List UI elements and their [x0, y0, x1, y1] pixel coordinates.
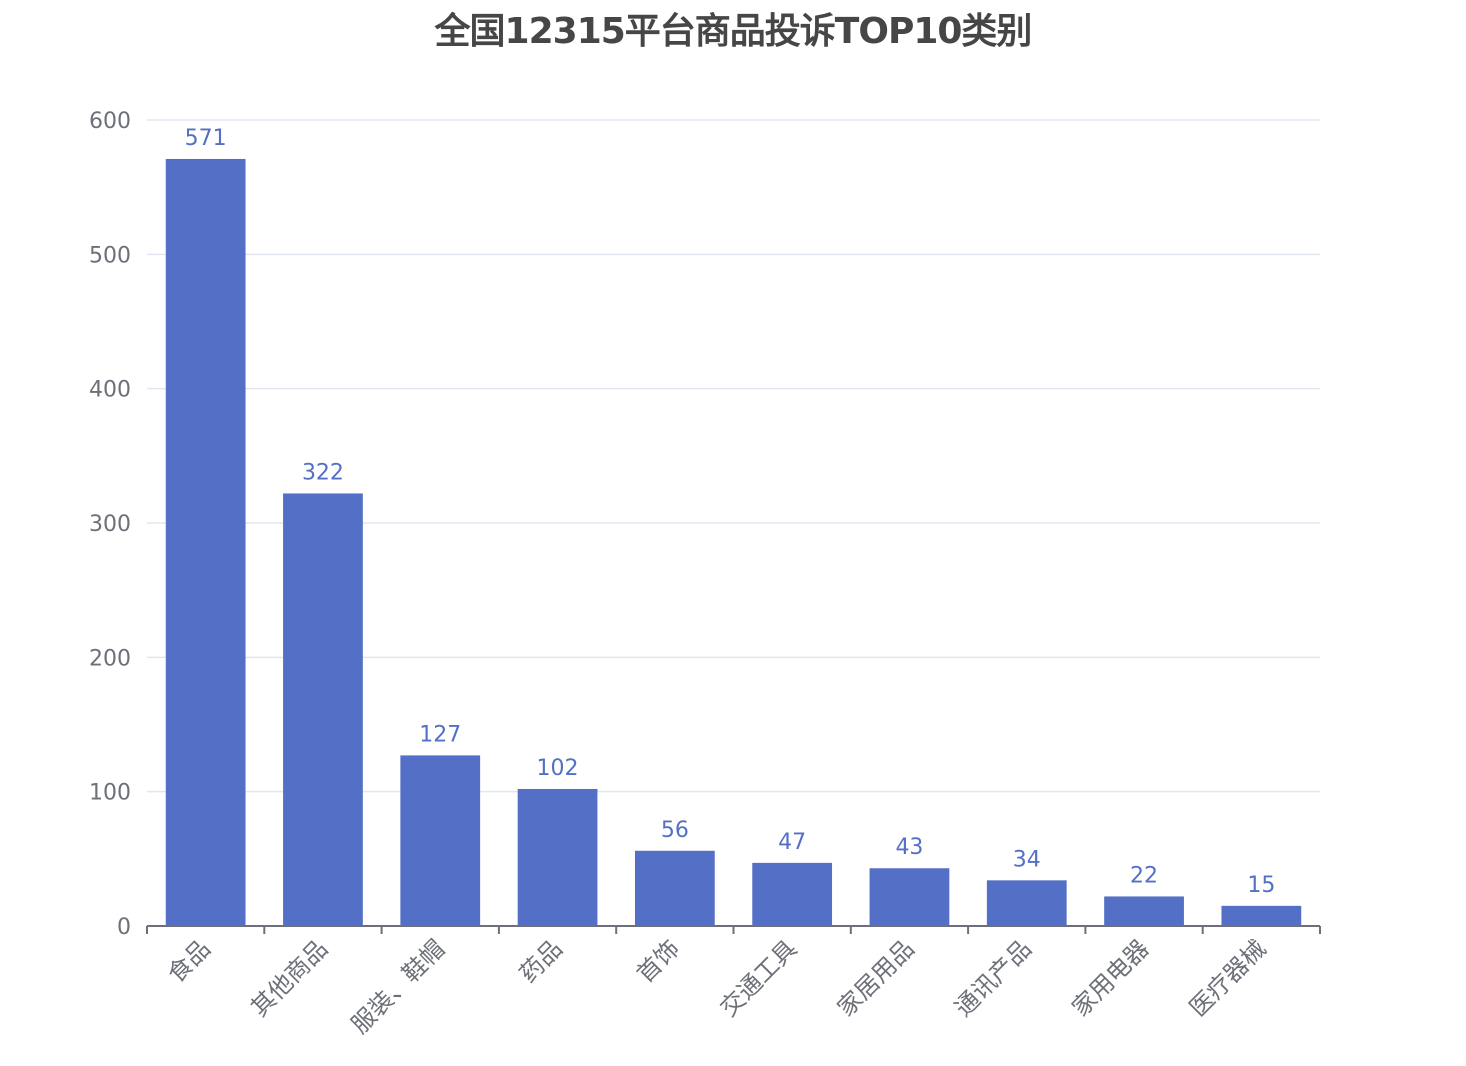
bar	[752, 862, 833, 926]
category-label: 家居用品	[832, 934, 920, 1022]
y-axis-tick-labels: 0 100 200 300 400 500 600	[89, 109, 131, 940]
data-labels: 571 322 127 102 56 47 43 34 22 15	[185, 126, 1276, 898]
y-tick-label: 0	[117, 915, 131, 940]
data-label: 56	[661, 818, 689, 843]
y-tick-label: 400	[89, 378, 131, 403]
bar	[517, 788, 598, 926]
category-label: 医疗器械	[1184, 934, 1272, 1022]
category-label: 交通工具	[715, 934, 803, 1022]
category-label: 药品	[514, 934, 568, 988]
x-axis-category-labels: 食品 其他商品 服装、鞋帽 药品 首饰 交通工具 家居用品 通讯产品 家用电器 医疗器械	[162, 934, 1271, 1039]
data-label: 127	[419, 722, 461, 747]
data-label: 34	[1013, 847, 1041, 872]
bar	[1104, 896, 1184, 926]
bar	[1221, 905, 1302, 926]
category-label: 食品	[162, 934, 216, 988]
bar	[986, 880, 1067, 926]
data-label: 102	[537, 756, 579, 781]
bar	[634, 850, 715, 926]
category-label: 首饰	[631, 934, 685, 988]
data-label: 43	[895, 835, 923, 860]
y-tick-label: 100	[89, 781, 131, 806]
bar	[283, 493, 363, 926]
bar	[165, 158, 246, 926]
data-label: 571	[185, 126, 227, 151]
y-tick-label: 500	[89, 243, 131, 268]
data-label: 15	[1247, 873, 1275, 898]
bars	[165, 158, 1302, 926]
y-tick-label: 300	[89, 512, 131, 537]
bar	[400, 755, 481, 926]
data-label: 47	[778, 830, 806, 855]
data-label: 22	[1130, 863, 1158, 888]
category-label: 服装、鞋帽	[346, 934, 451, 1039]
category-label: 其他商品	[246, 934, 334, 1022]
category-label: 通讯产品	[949, 934, 1037, 1022]
chart-title: 全国12315平台商品投诉TOP10类别	[434, 11, 1033, 52]
data-label: 322	[302, 460, 344, 485]
x-axis	[146, 925, 1321, 934]
y-tick-label: 200	[89, 646, 131, 671]
category-label: 家用电器	[1067, 934, 1155, 1022]
y-tick-label: 600	[89, 109, 131, 134]
bar	[869, 868, 950, 926]
